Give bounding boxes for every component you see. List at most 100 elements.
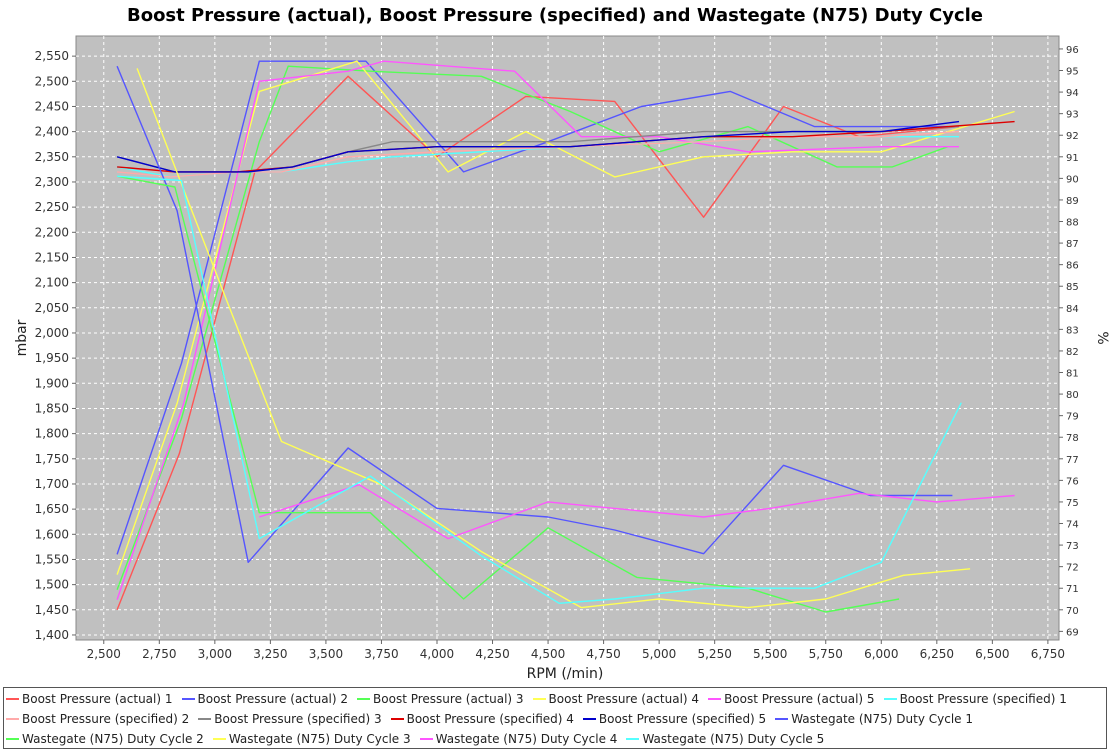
y2-tick-label: 87 — [1066, 239, 1079, 250]
y2-tick-label: 85 — [1066, 282, 1079, 293]
legend-swatch — [532, 698, 546, 700]
legend-label: Wastegate (N75) Duty Cycle 4 — [435, 732, 618, 746]
x-tick-label: 3,750 — [364, 647, 398, 661]
legend-item: Wastegate (N75) Duty Cycle 3 — [212, 729, 411, 749]
legend-swatch — [6, 738, 19, 740]
y-tick-label: 1,650 — [35, 502, 69, 516]
series-line-1 — [116, 75, 960, 611]
y2-tick-label: 83 — [1066, 325, 1079, 336]
y2-tick-label: 81 — [1066, 369, 1079, 380]
legend-swatch — [390, 718, 404, 720]
y-tick-label: 1,550 — [35, 552, 69, 566]
legend-swatch — [775, 718, 789, 720]
y-tick-label: 1,500 — [35, 578, 69, 592]
y-tick-label: 2,450 — [35, 99, 69, 113]
chart-title: Boost Pressure (actual), Boost Pressure … — [127, 5, 983, 26]
legend-label: Boost Pressure (specified) 4 — [406, 712, 574, 726]
y2-tick-label: 69 — [1066, 627, 1079, 638]
legend-swatch — [6, 698, 19, 700]
y-tick-label: 1,950 — [35, 351, 69, 365]
y-axis-left: 1,400 1,450 1,500 1,550 1,600 1,650 1,700 1,750… — [35, 49, 76, 642]
x-tick-label: 5,750 — [809, 647, 843, 661]
legend-item: Boost Pressure (actual) 4 — [532, 689, 700, 709]
y-tick-label: 2,400 — [35, 125, 69, 139]
legend-item: Boost Pressure (specified) 1 — [883, 689, 1067, 709]
chart: Boost Pressure (actual), Boost Pressure … — [14, 5, 1110, 682]
legend-label: Boost Pressure (actual) 3 — [373, 692, 524, 706]
y-tick-label: 2,350 — [35, 150, 69, 164]
legend-label: Wastegate (N75) Duty Cycle 3 — [228, 732, 411, 746]
series-line-14 — [259, 484, 1015, 540]
x-tick-label: 4,000 — [420, 647, 454, 661]
y-tick-label: 1,600 — [35, 527, 69, 541]
y2-tick-label: 91 — [1066, 153, 1079, 164]
y-tick-label: 1,400 — [35, 628, 69, 642]
y-tick-label: 1,450 — [35, 603, 69, 617]
legend-item: Boost Pressure (specified) 4 — [390, 709, 574, 729]
x-axis-label: RPM (/min) — [527, 666, 604, 682]
y2-tick-label: 71 — [1066, 584, 1079, 595]
legend-label: Wastegate (N75) Duty Cycle 5 — [642, 732, 825, 746]
x-tick-label: 3,000 — [198, 647, 232, 661]
y-axis-label: mbar — [14, 319, 30, 356]
x-tick-label: 6,500 — [975, 647, 1009, 661]
y2-tick-label: 70 — [1066, 606, 1079, 617]
y-tick-label: 2,000 — [35, 326, 69, 340]
legend-item: Boost Pressure (specified) 5 — [582, 709, 767, 729]
legend: Boost Pressure (actual) 1 Boost Pressure … — [3, 687, 1107, 749]
y2-tick-label: 94 — [1066, 88, 1079, 99]
y2-tick-label: 89 — [1066, 196, 1079, 207]
x-tick-label: 2,500 — [87, 647, 121, 661]
series-line-15 — [117, 175, 962, 604]
legend-item: Wastegate (N75) Duty Cycle 2 — [6, 729, 204, 749]
x-tick-label: 6,000 — [864, 647, 898, 661]
y-tick-label: 2,100 — [35, 276, 69, 290]
y2-tick-label: 75 — [1066, 498, 1079, 509]
x-tick-label: 3,250 — [253, 647, 287, 661]
legend-label: Boost Pressure (actual) 5 — [724, 692, 875, 706]
y-tick-label: 1,700 — [35, 477, 69, 491]
legend-label: Boost Pressure (specified) 1 — [899, 692, 1067, 706]
y2-tick-label: 74 — [1066, 520, 1079, 531]
y-tick-label: 1,750 — [35, 452, 69, 466]
legend-label: Boost Pressure (specified) 3 — [214, 712, 382, 726]
y2-tick-label: 80 — [1066, 390, 1079, 401]
y2-tick-label: 96 — [1066, 45, 1079, 56]
y-tick-label: 1,800 — [35, 427, 69, 441]
legend-swatch — [582, 718, 596, 720]
series-line-10 — [116, 120, 960, 173]
legend-swatch — [198, 718, 212, 720]
x-tick-label: 4,500 — [531, 647, 565, 661]
grid — [76, 36, 1059, 640]
series-line-3 — [116, 65, 949, 590]
y2-tick-label: 93 — [1066, 110, 1079, 121]
legend-swatch — [419, 738, 433, 740]
y-tick-label: 2,300 — [35, 175, 69, 189]
x-tick-label: 3,500 — [309, 647, 343, 661]
y-tick-label: 2,050 — [35, 301, 69, 315]
legend-swatch — [6, 718, 19, 720]
legend-label: Boost Pressure (actual) 4 — [548, 692, 700, 706]
legend-item: Boost Pressure (specified) 2 — [6, 709, 189, 729]
x-tick-label: 4,750 — [586, 647, 620, 661]
y2-tick-label: 72 — [1066, 563, 1079, 574]
y2-tick-label: 82 — [1066, 347, 1079, 358]
legend-label: Boost Pressure (specified) 5 — [598, 712, 767, 726]
y2-tick-label: 90 — [1066, 174, 1079, 185]
legend-label: Wastegate (N75) Duty Cycle 1 — [791, 712, 973, 726]
legend-swatch — [883, 698, 897, 700]
y2-tick-label: 86 — [1066, 261, 1079, 272]
series-line-13 — [136, 68, 971, 609]
x-tick-label: 5,500 — [753, 647, 787, 661]
legend-item: Boost Pressure (specified) 3 — [198, 709, 382, 729]
y2-tick-label: 73 — [1066, 541, 1079, 552]
x-tick-label: 4,250 — [475, 647, 509, 661]
series-line-7 — [117, 130, 960, 178]
y2-tick-label: 95 — [1066, 67, 1079, 78]
legend-item: Boost Pressure (actual) 1 — [6, 689, 173, 709]
legend-item: Wastegate (N75) Duty Cycle 5 — [626, 729, 824, 749]
y-axis-right: 69 70 71 72 73 74 75 76 77 78 79 80 81 82 83 84 85 86 87 88… — [1059, 45, 1079, 638]
y2-axis-label: % — [1094, 331, 1110, 344]
y-tick-label: 2,550 — [35, 49, 69, 63]
legend-item: Boost Pressure (actual) 2 — [181, 689, 348, 709]
